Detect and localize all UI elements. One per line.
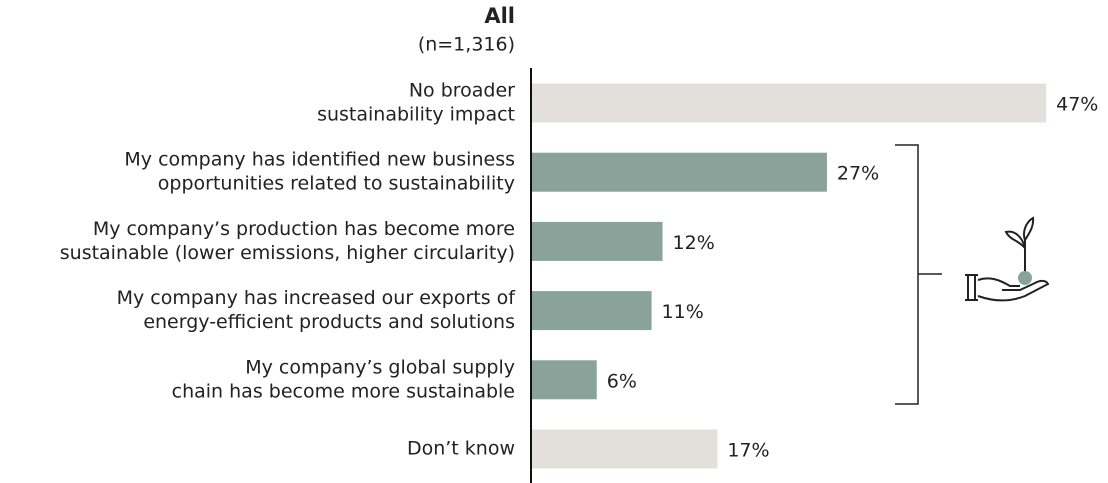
category-label: chain has become more sustainable [172,380,515,402]
category-label: sustainability impact [317,104,515,126]
chart-title: All [484,4,515,28]
category-label: sustainable (lower emissions, higher cir… [60,242,515,264]
category-label: opportunities related to sustainability [158,173,515,195]
value-label: 11% [662,301,704,323]
bar [531,429,718,469]
category-label: Don’t know [407,438,515,460]
value-label: 12% [673,232,715,254]
category-label: My company’s production has become more [93,218,515,240]
bar [531,83,1047,123]
value-label: 47% [1056,94,1098,116]
category-label: My company’s global supply [245,356,515,378]
chart-subtitle: (n=1,316) [418,34,515,56]
value-label: 27% [837,163,879,185]
seed [1018,271,1032,285]
bar [531,360,597,400]
category-label: My company has increased our exports of [117,287,517,309]
category-label: My company has identified new business [124,149,515,171]
value-label: 6% [607,370,637,392]
bar [531,221,663,261]
plant-hand-icon [965,216,1050,302]
value-label: 17% [727,440,769,462]
bar [531,291,652,331]
category-label: energy-efficient products and solutions [143,311,515,333]
bar [531,152,827,192]
category-label: No broader [409,80,515,102]
bracket [895,144,942,405]
